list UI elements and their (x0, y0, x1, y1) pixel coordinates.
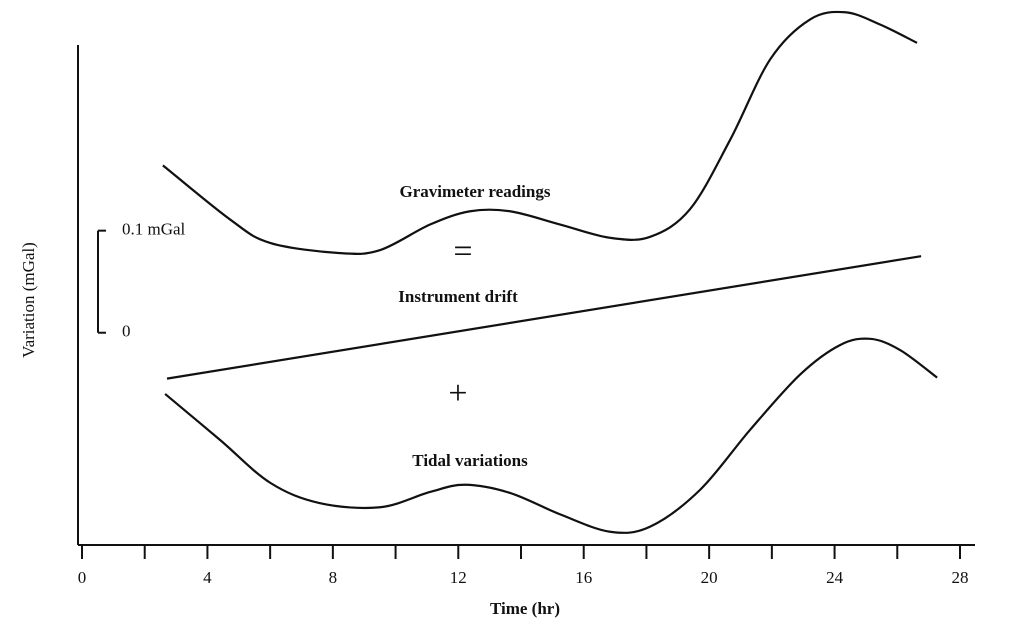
series-label: Tidal variations (412, 451, 528, 470)
x-tick-label: 20 (701, 568, 718, 587)
x-tick-label: 4 (203, 568, 212, 587)
x-tick-label: 16 (575, 568, 592, 587)
series-line (164, 337, 938, 534)
y-tick-label: 0.1 mGal (122, 220, 186, 239)
series-line (166, 255, 922, 380)
y-tick-label: 0 (122, 322, 131, 341)
x-tick-label: 12 (450, 568, 467, 587)
y-axis-label: Variation (mGal) (19, 242, 38, 358)
x-tick-label: 8 (329, 568, 338, 587)
series-line (162, 10, 918, 256)
x-tick-label: 0 (78, 568, 87, 587)
equals-sign: = (453, 233, 472, 270)
plus-sign: + (448, 375, 467, 412)
x-axis-label: Time (hr) (490, 599, 560, 618)
series-label: Instrument drift (398, 287, 518, 306)
x-tick-label: 24 (826, 568, 844, 587)
series-label: Gravimeter readings (400, 182, 551, 201)
x-tick-label: 28 (952, 568, 969, 587)
